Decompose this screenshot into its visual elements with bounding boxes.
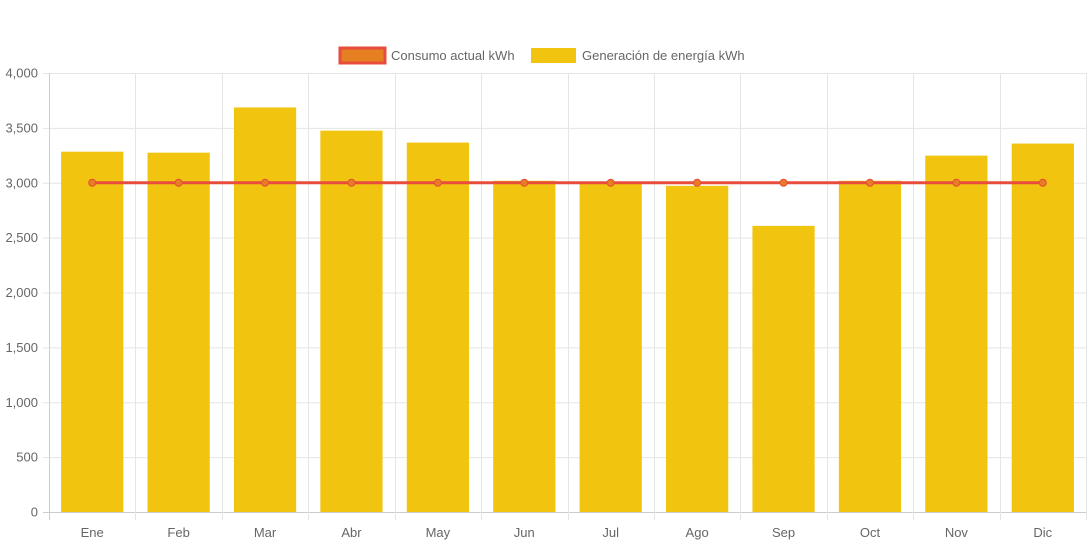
bar-jul bbox=[579, 181, 642, 512]
line-series bbox=[88, 178, 1047, 187]
consumo-point-jul bbox=[606, 178, 615, 187]
consumo-point-feb bbox=[174, 178, 183, 187]
consumo-point-nov bbox=[952, 178, 961, 187]
bar-oct bbox=[838, 180, 902, 512]
x-tick-label: Dic bbox=[1033, 525, 1052, 540]
x-tick-label: Feb bbox=[167, 525, 189, 540]
consumo-point-jun bbox=[520, 178, 529, 187]
bar-jun bbox=[493, 180, 556, 512]
y-tick-label: 1,500 bbox=[5, 340, 38, 355]
y-tick-label: 2,000 bbox=[5, 285, 38, 300]
consumo-point-may bbox=[433, 178, 442, 187]
bars bbox=[61, 107, 1074, 513]
x-tick-label: Mar bbox=[254, 525, 277, 540]
y-tick-label: 3,500 bbox=[5, 120, 38, 135]
bar-nov bbox=[925, 155, 988, 512]
consumo-point-mar bbox=[261, 178, 270, 187]
grid bbox=[43, 73, 1087, 520]
bar-mar bbox=[233, 107, 297, 513]
bar-dic bbox=[1011, 143, 1074, 512]
axes: 0 500 1,000 1,500 2,000 2,500 3,000 3,500 4,000 E… bbox=[5, 66, 1052, 541]
bar-ago bbox=[666, 185, 729, 512]
x-tick-label: Nov bbox=[945, 525, 969, 540]
x-tick-label: Jul bbox=[602, 525, 619, 540]
x-tick-label: Sep bbox=[772, 525, 795, 540]
consumo-point-dic bbox=[1038, 178, 1047, 187]
y-tick-label: 3,000 bbox=[5, 175, 38, 190]
consumo-point-sep bbox=[779, 178, 788, 187]
y-tick-label: 4,000 bbox=[5, 66, 38, 81]
y-tick-label: 2,500 bbox=[5, 230, 38, 245]
bar-ene bbox=[61, 151, 124, 513]
x-tick-label: Jun bbox=[514, 525, 535, 540]
x-tick-label: May bbox=[426, 525, 451, 540]
consumo-point-ene bbox=[88, 178, 97, 187]
legend-swatch-consumo bbox=[338, 46, 387, 65]
x-tick-label: Ene bbox=[81, 525, 104, 540]
consumo-point-abr bbox=[347, 178, 356, 187]
bar-abr bbox=[320, 130, 383, 512]
y-tick-label: 500 bbox=[16, 450, 38, 465]
bar-sep bbox=[752, 225, 815, 512]
legend-label-generacion[interactable]: Generación de energía kWh bbox=[582, 48, 745, 63]
bar-may bbox=[406, 142, 469, 513]
x-tick-label: Oct bbox=[860, 525, 881, 540]
bar-feb bbox=[147, 152, 210, 512]
y-tick-label: 0 bbox=[31, 505, 38, 520]
legend-swatch-generacion bbox=[531, 48, 576, 63]
x-tick-label: Abr bbox=[341, 525, 362, 540]
consumo-point-oct bbox=[865, 178, 874, 187]
consumo-point-ago bbox=[693, 178, 702, 187]
x-tick-label: Ago bbox=[686, 525, 709, 540]
legend[interactable]: Consumo actual kWh Generación de energía… bbox=[338, 46, 745, 65]
legend-label-consumo[interactable]: Consumo actual kWh bbox=[391, 48, 515, 63]
y-tick-label: 1,000 bbox=[5, 395, 38, 410]
